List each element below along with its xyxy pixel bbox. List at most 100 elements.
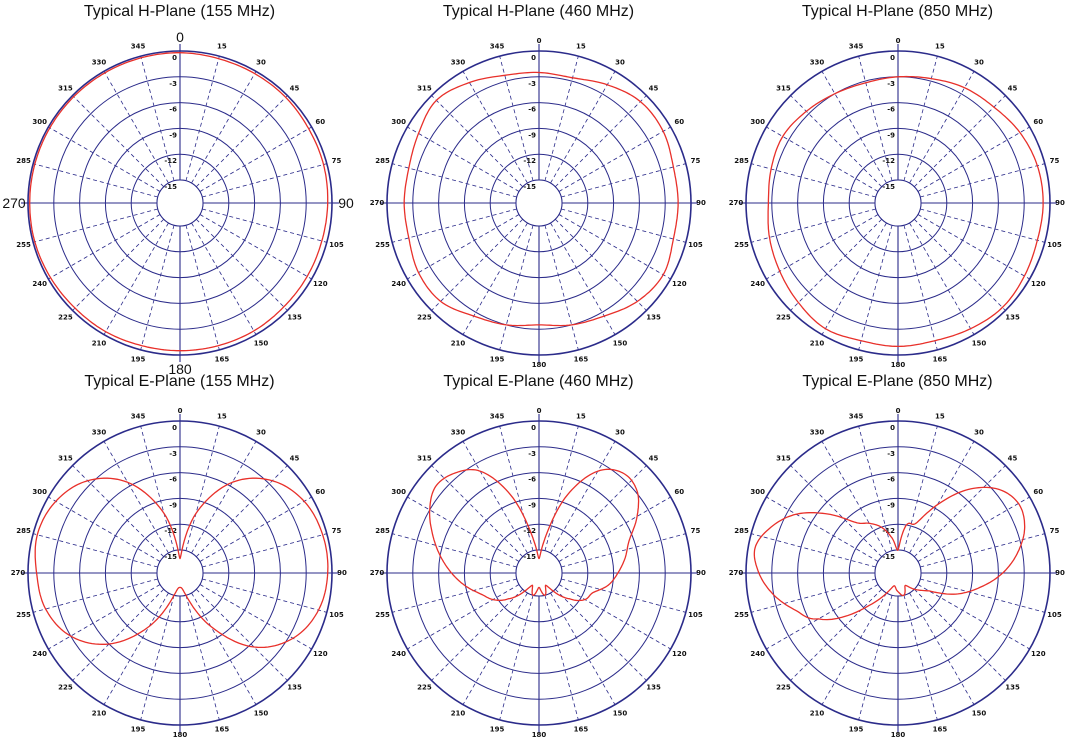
spoke-line: [195, 588, 288, 681]
angle-tick-label: 225: [417, 314, 432, 322]
chart-title: Typical H-Plane (850 MHz): [801, 3, 994, 20]
spoke-line: [103, 592, 169, 705]
spoke-line: [185, 595, 220, 720]
angle-tick-label: 255: [734, 611, 749, 619]
angle-tick-label: 30: [974, 59, 984, 67]
chart-title: Typical H-Plane (460 MHz): [442, 3, 635, 20]
spoke-line: [103, 222, 169, 335]
angle-tick-label: 120: [1031, 280, 1046, 288]
angle-tick-label: 315: [58, 454, 73, 462]
spoke-line: [185, 225, 220, 350]
spoke-line: [790, 588, 883, 681]
angle-tick-label: 120: [313, 280, 328, 288]
angle-tick-label: 90: [337, 569, 347, 577]
angle-tick-label: 165: [215, 355, 230, 363]
angle-tick-label: 345: [849, 43, 864, 51]
pattern-trace: [403, 71, 679, 327]
angle-tick-label: 285: [734, 157, 749, 165]
angle-tick-label: 180: [532, 731, 547, 739]
spoke-line: [202, 533, 327, 568]
angle-tick-label: 105: [329, 241, 344, 249]
spoke-line: [920, 208, 1045, 243]
spoke-line: [554, 95, 647, 188]
spoke-line: [33, 578, 158, 613]
spoke-line: [751, 578, 876, 613]
angle-tick-label: 0: [896, 407, 901, 415]
angle-tick-label: 180: [891, 361, 906, 369]
spoke-line: [202, 163, 327, 198]
spoke-line: [392, 578, 517, 613]
chart-title: Typical E-Plane (460 MHz): [443, 373, 634, 390]
angle-tick-label: 330: [810, 429, 825, 437]
angle-tick-label: 195: [490, 355, 505, 363]
spoke-line: [544, 225, 579, 350]
angle-tick-label: 255: [375, 241, 390, 249]
spoke-line: [917, 126, 1030, 192]
spoke-line: [392, 208, 517, 243]
spoke-line: [431, 588, 524, 681]
angle-tick-label: 270: [2, 195, 26, 211]
spoke-line: [103, 441, 169, 554]
angle-tick-label: 300: [32, 488, 47, 496]
angle-tick-label: 135: [646, 684, 661, 692]
spoke-line: [199, 496, 312, 562]
angle-tick-label: 120: [313, 650, 328, 658]
angle-tick-label: 285: [16, 527, 31, 535]
angle-tick-label: 30: [615, 429, 625, 437]
angle-tick-label: 45: [1008, 454, 1018, 462]
radial-tick-label: -6: [887, 476, 895, 484]
spoke-line: [858, 56, 893, 181]
spoke-line: [913, 465, 1006, 558]
angle-tick-label: 75: [1050, 157, 1060, 165]
chart-panel-2: 0 -3 -6 -9 -12 -15 0 15 30 45 60 75 90 105 120 135 150 16…: [718, 0, 1077, 370]
angle-tick-label: 210: [451, 709, 466, 717]
spoke-line: [499, 56, 534, 181]
spoke-line: [72, 588, 165, 681]
angle-tick-label: 30: [974, 429, 984, 437]
angle-tick-label: 285: [375, 527, 390, 535]
polar-plot: 0 -3 -6 -9 -12 -15 0 15 30 45 60 75 90 105 120 135 150 16…: [729, 407, 1065, 739]
spoke-line: [202, 578, 327, 613]
spoke-line: [499, 595, 534, 720]
angle-tick-label: 195: [131, 725, 146, 733]
spoke-line: [550, 71, 616, 184]
angle-tick-label: 90: [338, 195, 354, 211]
spoke-line: [558, 496, 671, 562]
angle-tick-label: 345: [131, 413, 146, 421]
spoke-line: [103, 71, 169, 184]
pattern-trace: [767, 75, 1044, 348]
chart-panel-4: 0 -3 -6 -9 -12 -15 0 15 30 45 60 75 90 105 120 135 150 16…: [359, 370, 718, 740]
angle-tick-label: 15: [935, 43, 945, 51]
angle-tick-label: 300: [750, 488, 765, 496]
angle-tick-label: 15: [217, 413, 227, 421]
angle-tick-label: 285: [734, 527, 749, 535]
spoke-line: [140, 426, 175, 551]
polar-grid: 0 -3 -6 -9 -12 -15 0 15 30 45 60 75 90 105 120 135 150 16…: [729, 37, 1065, 369]
polar-plot: 0 -3 -6 -9 -12 -15 0 15 30 45 60 75 90 105 120 135 150 16…: [370, 37, 706, 369]
angle-tick-label: 90: [1055, 199, 1065, 207]
angle-tick-label: 105: [688, 241, 703, 249]
angle-tick-label: 45: [649, 454, 659, 462]
spoke-line: [790, 218, 883, 311]
spoke-line: [550, 441, 616, 554]
angle-tick-label: 240: [32, 650, 47, 658]
angle-tick-label: 240: [32, 280, 47, 288]
radial-tick-label: -15: [164, 553, 177, 561]
chart-title: Typical H-Plane (155 MHz): [83, 3, 276, 20]
angle-tick-label: 210: [92, 339, 107, 347]
angle-tick-label: 0: [178, 407, 183, 415]
spoke-line: [821, 71, 887, 184]
angle-tick-label: 270: [729, 569, 744, 577]
spoke-line: [462, 592, 528, 705]
radial-tick-label: -15: [882, 183, 895, 191]
angle-tick-label: 240: [391, 280, 406, 288]
spoke-line: [858, 225, 893, 350]
angle-tick-label: 60: [674, 488, 684, 496]
angle-tick-label: 180: [891, 731, 906, 739]
spoke-line: [462, 441, 528, 554]
radial-tick-label: -9: [887, 131, 895, 139]
angle-tick-label: 180: [168, 361, 192, 377]
spoke-line: [909, 222, 975, 335]
radial-tick-label: -15: [164, 183, 177, 191]
radial-tick-label: -15: [523, 183, 536, 191]
